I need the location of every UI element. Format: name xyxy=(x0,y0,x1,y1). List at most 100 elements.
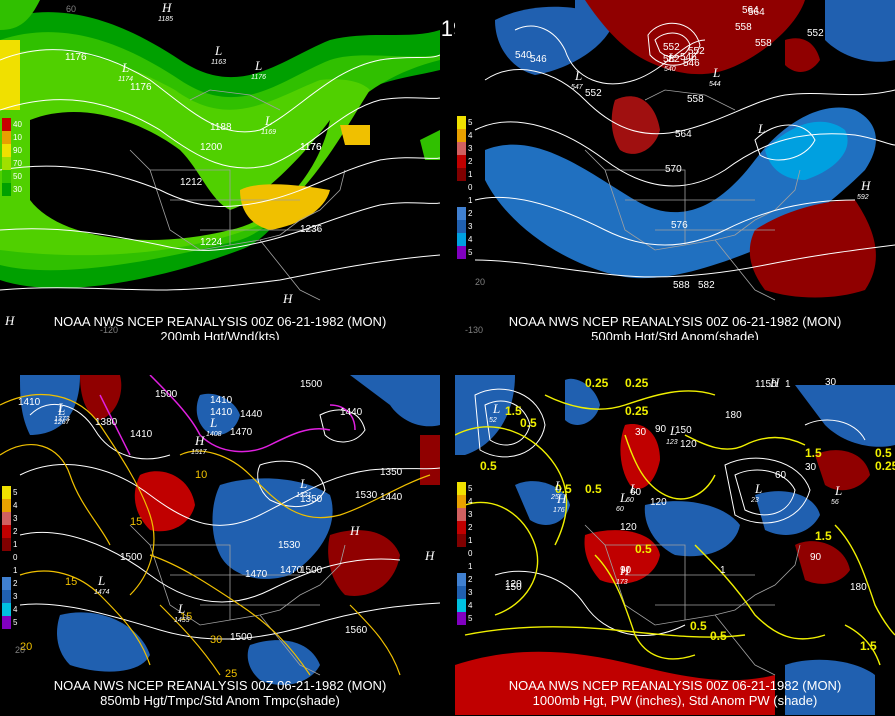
legend-200mb: 40 10 90 70 50 30 xyxy=(2,118,22,196)
high-pressure-marker: H xyxy=(4,313,15,328)
contour-label: 552 xyxy=(663,54,680,65)
legend-label: 4 xyxy=(468,235,473,244)
contour-label: 564 xyxy=(742,5,759,16)
low-pressure-marker: L xyxy=(834,483,842,498)
legend-swatch xyxy=(2,512,11,525)
low-value: 1163 xyxy=(211,59,226,66)
contour-label: 1500 xyxy=(230,632,253,643)
contour-label: 1380 xyxy=(95,417,118,428)
contour-label: 1212 xyxy=(180,177,203,188)
contour-label: 90 xyxy=(620,565,632,576)
contour-label: 20 xyxy=(20,641,32,653)
legend-label: 1 xyxy=(468,196,473,205)
contour-label: 0.25 xyxy=(625,404,649,418)
contour-label: 30 xyxy=(635,427,647,438)
high-value: 173 xyxy=(616,579,628,586)
caption-line-1: NOAA NWS NCEP REANALYSIS 00Z 06-21-1982 … xyxy=(508,678,842,693)
contour-label: 1560 xyxy=(345,625,368,636)
legend-label: 1 xyxy=(13,566,18,575)
legend-500mb: 5 4 3 2 1 0 1 2 3 4 5 xyxy=(457,116,472,259)
contour-label: 564 xyxy=(675,129,692,140)
caption-850mb: NOAA NWS NCEP REANALYSIS 00Z 06-21-1982 … xyxy=(0,678,440,708)
legend-label: 4 xyxy=(13,501,18,510)
contour-label: 0.5 xyxy=(555,482,572,496)
low-value: 1267 xyxy=(54,419,71,426)
contour-label: 15 xyxy=(65,576,77,588)
map-200mb: 117611761176118812001212122412361176L117… xyxy=(0,0,440,340)
caption-line-1: NOAA NWS NCEP REANALYSIS 00Z 06-21-1982 … xyxy=(53,678,387,693)
legend-label: 40 xyxy=(13,120,22,129)
legend-label: 3 xyxy=(468,510,473,519)
legend-label: 3 xyxy=(13,514,18,523)
legend-swatch xyxy=(2,486,11,499)
low-value: 123 xyxy=(666,439,678,446)
contour-label: 0.25 xyxy=(875,459,895,473)
low-pressure-marker: L xyxy=(619,490,627,505)
caption-500mb: NOAA NWS NCEP REANALYSIS 00Z 06-21-1982 … xyxy=(455,314,895,340)
legend-swatch xyxy=(457,612,466,625)
legend-swatch xyxy=(457,560,466,573)
contour-label: 1188 xyxy=(210,122,232,133)
low-value: 1321 xyxy=(296,492,312,499)
legend-label: 0 xyxy=(13,553,18,562)
contour-label: 120 xyxy=(505,579,522,590)
low-pressure-marker: L xyxy=(177,601,185,616)
legend-label: 2 xyxy=(468,157,473,166)
legend-label: 4 xyxy=(468,497,473,506)
contour-label: 30 xyxy=(805,462,817,473)
low-value: 60 xyxy=(626,497,634,504)
longitude-label: -120 xyxy=(100,325,118,335)
contour-label: 552 xyxy=(663,42,680,53)
high-pressure-marker: H xyxy=(282,291,293,306)
legend-label: 5 xyxy=(13,488,18,497)
legend-swatch xyxy=(2,499,11,512)
panel-1000mb: 0.250.250.50.250.50.50.50.250.50.51.51.5… xyxy=(455,375,895,715)
high-pressure-marker: H xyxy=(424,548,435,563)
caption-line-2: 1000mb Hgt, PW (inches), Std Anom PW (sh… xyxy=(532,693,818,708)
high-pressure-marker: H xyxy=(349,523,360,538)
contour-label: 1176 xyxy=(300,142,322,153)
legend-swatch xyxy=(457,521,466,534)
low-value: 1455 xyxy=(174,617,190,624)
low-value: 56 xyxy=(831,499,839,506)
low-pressure-marker: L xyxy=(97,573,105,588)
low-value: 1474 xyxy=(94,589,110,596)
contour-label: 180 xyxy=(725,410,742,421)
legend-label: 4 xyxy=(468,131,473,140)
contour-label: 1176 xyxy=(130,82,152,93)
high-value: 1517 xyxy=(191,449,208,456)
legend-850mb: 5 4 3 2 1 0 1 2 3 4 5 xyxy=(2,486,17,629)
legend-swatch xyxy=(457,168,466,181)
contour-label: 1176 xyxy=(65,52,87,63)
contour-label: 1 xyxy=(785,379,791,390)
legend-label: 50 xyxy=(13,172,22,181)
contour-label: 1.5 xyxy=(860,639,877,653)
caption-line-1: NOAA NWS NCEP REANALYSIS 00Z 06-21-1982 … xyxy=(508,314,842,329)
contour-label: 60 xyxy=(630,487,642,498)
legend-swatch xyxy=(2,170,11,183)
contour-label: 0.5 xyxy=(520,416,537,430)
legend-label: 2 xyxy=(468,575,473,584)
caption-line-2: 500mb Hgt/Std Anom(shade) xyxy=(591,329,759,340)
low-pressure-marker: L xyxy=(264,113,272,128)
legend-swatch xyxy=(457,573,466,586)
contour-label: 1350 xyxy=(300,494,323,505)
contour-label: 558 xyxy=(687,94,704,105)
low-pressure-marker: L xyxy=(214,43,222,58)
high-value: 592 xyxy=(857,194,869,201)
contour-label: 30 xyxy=(210,634,222,646)
low-value: 1174 xyxy=(118,76,133,83)
contour-label: 552 xyxy=(688,46,705,57)
legend-label: 4 xyxy=(13,605,18,614)
contour-label: 1410 xyxy=(130,429,153,440)
caption-line-2: 200mb Hgt/Wnd(kts) xyxy=(160,329,280,340)
panel-500mb: 540 546 552 558 564 570 576 582 588 564 558 552 552 5… xyxy=(455,0,895,340)
contour-label: 1470 xyxy=(280,565,303,576)
contour-label: 1440 xyxy=(240,409,263,420)
contour-label: 1500 xyxy=(300,565,323,576)
low-pressure-marker: L xyxy=(712,65,720,80)
legend-label: 0 xyxy=(468,549,473,558)
legend-label: 4 xyxy=(468,601,473,610)
legend-label: 3 xyxy=(13,592,18,601)
